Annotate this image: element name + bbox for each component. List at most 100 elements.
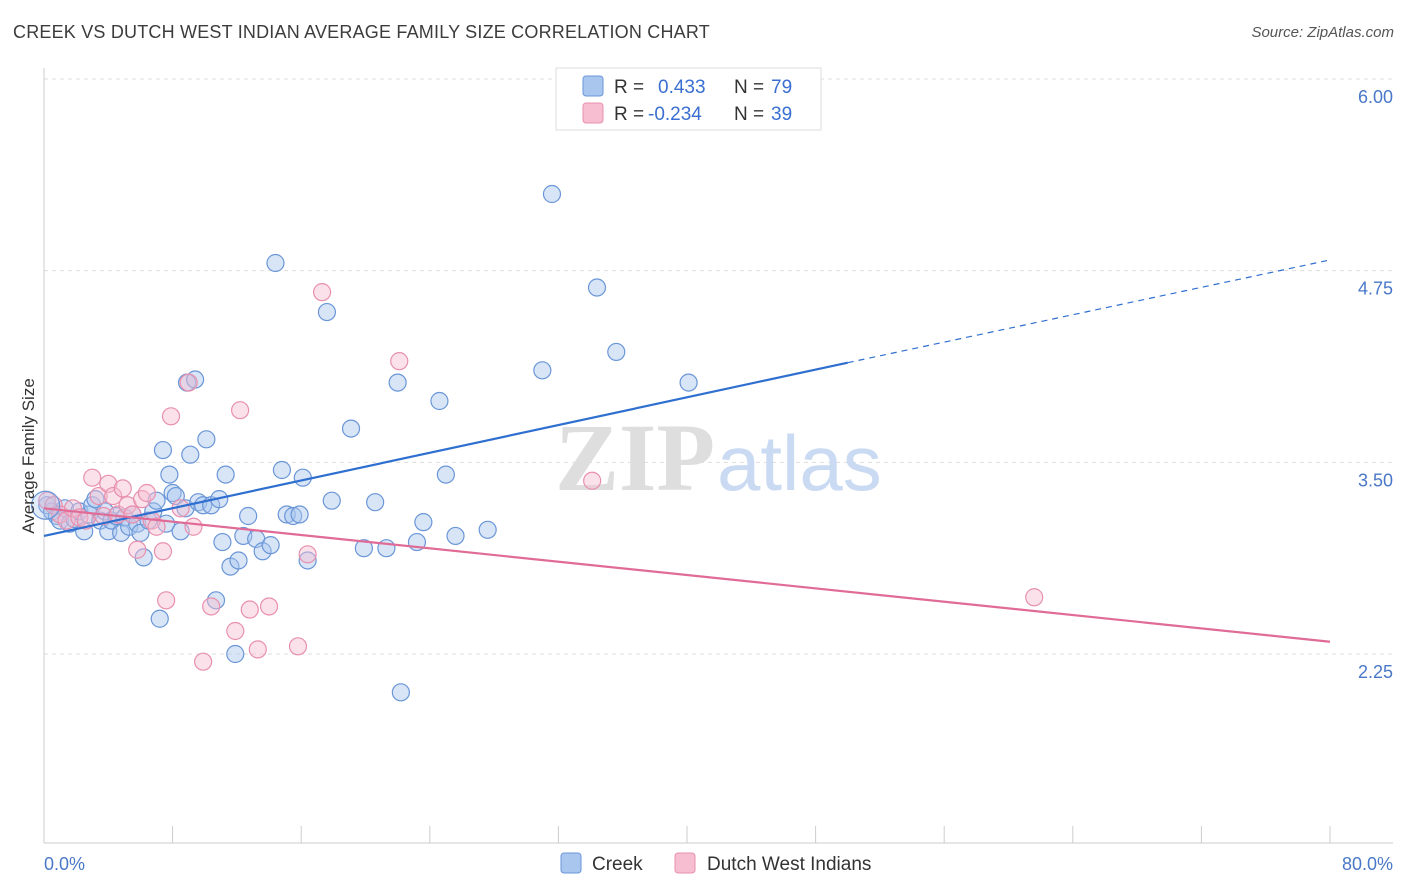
- creek-point-42: [206, 591, 226, 610]
- dutch-point-7: [83, 468, 102, 487]
- y-tick-label-0: 6.00: [1358, 87, 1393, 107]
- dutch-point-36: [312, 283, 332, 302]
- dutch-point-20: [147, 517, 166, 536]
- legend-r-label-dutch: R =: [614, 104, 644, 125]
- dutch-point-39: [1025, 588, 1044, 607]
- y-tick-label-1: 4.75: [1358, 279, 1393, 299]
- creek-point-64: [354, 539, 373, 558]
- legend-n-label-creek: N =: [734, 77, 764, 98]
- creek-point-27: [150, 609, 169, 628]
- creek-point-67: [388, 373, 407, 392]
- legend-swatch-dutch: [582, 102, 604, 124]
- legend-r-value-creek: 0.433: [658, 77, 706, 98]
- creek-point-77: [587, 278, 607, 297]
- dutch-point-33: [259, 597, 279, 616]
- creek-point-57: [284, 506, 303, 526]
- watermark-zip: ZIP: [555, 404, 715, 511]
- dutch-point-34: [288, 637, 308, 656]
- creek-point-70: [414, 513, 433, 532]
- dutch-point-17: [132, 490, 152, 509]
- top-legend: R = 0.433 N = 79 R = -0.234 N = 39: [555, 67, 822, 131]
- dutch-trend-line: [43, 507, 1331, 643]
- creek-point-44: [213, 532, 232, 552]
- legend-r-value-dutch: -0.234: [648, 104, 702, 125]
- creek-point-40: [197, 430, 216, 449]
- dutch-point-35: [298, 545, 317, 564]
- creek-point-65: [366, 493, 385, 512]
- creek-point-74: [478, 520, 497, 539]
- x-tick-label-min: 0.0%: [44, 854, 85, 874]
- y-tick-labels: 6.00 4.75 3.50 2.25: [1358, 87, 1393, 682]
- creek-point-31: [163, 483, 182, 503]
- dutch-point-37: [390, 352, 409, 371]
- creek-point-50: [239, 506, 258, 526]
- legend-n-label-dutch: N =: [734, 104, 764, 125]
- creek-point-62: [322, 491, 341, 510]
- dutch-point-22: [157, 591, 176, 610]
- creek-point-71: [430, 391, 449, 411]
- dutch-point-30: [231, 401, 250, 420]
- creek-point-58: [290, 505, 309, 524]
- dutch-point-13: [113, 479, 132, 498]
- creek-trend-extension: [847, 259, 1331, 364]
- creek-point-36: [181, 445, 200, 464]
- dutch-point-31: [240, 600, 259, 619]
- creek-point-48: [229, 551, 248, 570]
- creek-point-45: [216, 465, 235, 484]
- chart-title: CREEK VS DUTCH WEST INDIAN AVERAGE FAMIL…: [13, 22, 710, 42]
- creek-point-56: [277, 505, 296, 524]
- creek-point-28: [153, 440, 173, 460]
- dutch-point-38: [583, 471, 602, 490]
- creek-point-47: [226, 644, 245, 664]
- data-points: [31, 184, 1044, 702]
- dutch-point-23: [161, 407, 181, 426]
- y-axis-label: Average Family Size: [19, 378, 38, 534]
- creek-point-11: [86, 490, 105, 509]
- legend-n-value-creek: 79: [771, 77, 792, 98]
- creek-point-73: [446, 526, 465, 546]
- dutch-point-28: [202, 597, 221, 616]
- y-tick-label-3: 2.25: [1358, 662, 1393, 682]
- creek-point-55: [272, 460, 292, 480]
- creek-point-68: [391, 683, 410, 702]
- creek-point-cluster: [31, 490, 61, 520]
- creek-point-30: [160, 465, 179, 484]
- dutch-point-26: [184, 517, 203, 536]
- y-tick-label-2: 3.50: [1358, 470, 1393, 490]
- bottom-legend-label-creek: Creek: [592, 854, 643, 875]
- source-label: Source: ZipAtlas.com: [1251, 24, 1394, 41]
- bottom-legend-swatch-creek: [560, 852, 582, 874]
- creek-point-75: [533, 361, 552, 380]
- x-tick-label-max: 80.0%: [1342, 854, 1393, 874]
- dutch-point-32: [248, 640, 267, 659]
- dutch-point-11: [104, 486, 123, 506]
- creek-point-60: [298, 551, 317, 570]
- bottom-legend-swatch-dutch: [674, 852, 696, 874]
- watermark: ZIP atlas: [555, 404, 882, 511]
- creek-point-79: [679, 373, 698, 392]
- creek-point-26: [147, 491, 166, 510]
- dutch-point-27: [194, 652, 213, 671]
- trend-lines: [43, 259, 1331, 643]
- grid-lines: [44, 78, 1393, 655]
- creek-point-63: [341, 419, 361, 438]
- creek-point-61: [317, 302, 337, 322]
- creek-point-76: [542, 184, 562, 204]
- creek-point-53: [261, 536, 280, 555]
- legend-n-value-dutch: 39: [771, 104, 792, 125]
- dutch-point-29: [226, 621, 245, 641]
- legend-r-label-creek: R =: [614, 77, 644, 98]
- dutch-point-16: [128, 540, 147, 559]
- axes: [43, 68, 1393, 844]
- dutch-point-18: [137, 483, 156, 503]
- creek-point-78: [607, 342, 626, 362]
- creek-trend-line: [43, 361, 848, 538]
- creek-point-54: [266, 253, 285, 273]
- legend-swatch-creek: [582, 75, 604, 97]
- watermark-atlas: atlas: [717, 419, 882, 507]
- dutch-point-21: [153, 542, 173, 561]
- dutch-point-8: [89, 486, 108, 506]
- bottom-legend-label-dutch: Dutch West Indians: [707, 854, 871, 875]
- bottom-legend: Creek Dutch West Indians: [560, 852, 871, 875]
